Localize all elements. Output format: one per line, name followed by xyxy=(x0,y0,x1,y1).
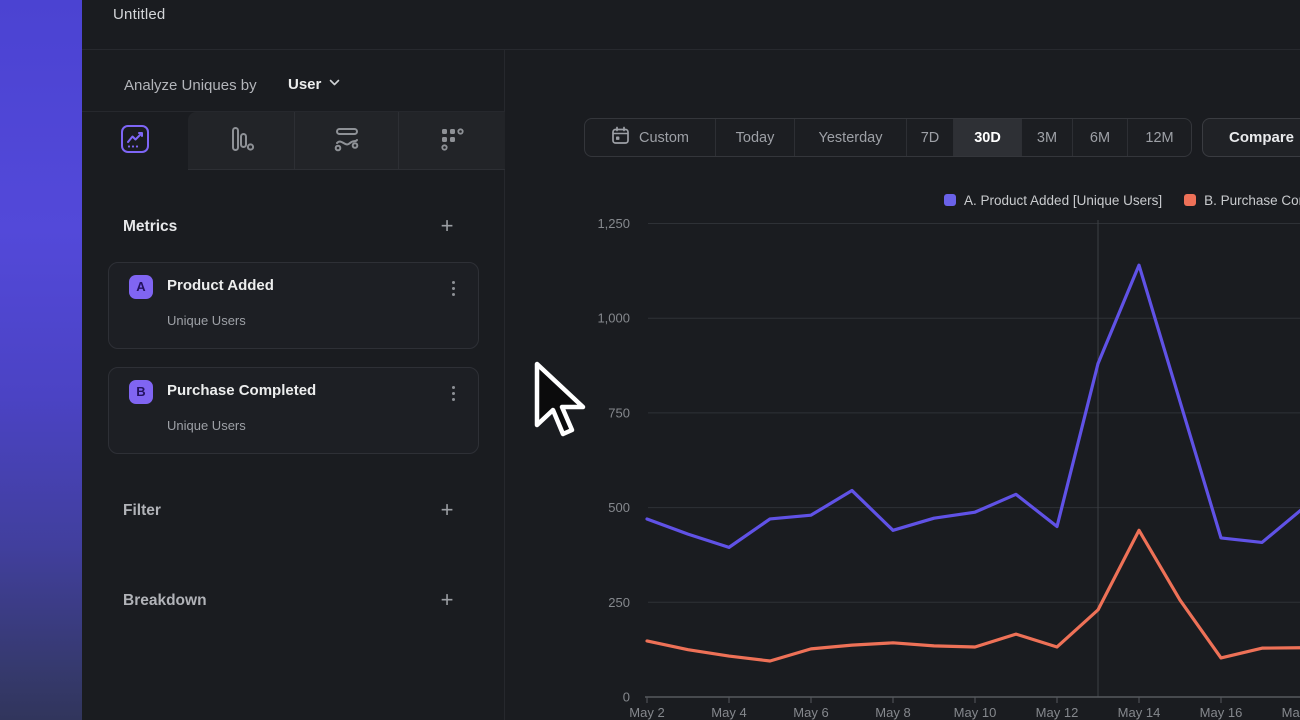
plus-icon: + xyxy=(440,497,454,522)
metric-menu-button[interactable] xyxy=(444,382,462,404)
add-breakdown-button[interactable]: + xyxy=(436,587,458,612)
line-chart-icon xyxy=(120,124,150,159)
tab-insights-selected[interactable] xyxy=(82,112,188,170)
metric-card-b[interactable]: B Purchase Completed Unique Users xyxy=(108,367,479,454)
x-axis-label: May 8 xyxy=(875,705,910,720)
y-axis-label: 1,000 xyxy=(597,311,630,326)
legend-label: A. Product Added [Unique Users] xyxy=(964,192,1163,208)
legend-swatch-a xyxy=(944,194,956,206)
series-line-b xyxy=(645,528,1300,663)
flow-waves-icon xyxy=(331,124,363,159)
metric-menu-button[interactable] xyxy=(444,277,462,299)
y-axis-label: 0 xyxy=(623,690,630,705)
line-chart[interactable]: 0 250 500 750 1,000 1,250 May 2 May 4 May 6 May 8… xyxy=(505,180,1300,720)
calendar-icon xyxy=(611,126,630,149)
y-axis-label: 500 xyxy=(608,500,630,515)
analytics-window: Untitled Analyze Uniques by User xyxy=(82,0,1300,720)
x-axis-label: May 6 xyxy=(793,705,828,720)
range-30d-selected[interactable]: 30D xyxy=(953,119,1021,156)
x-axis-label: May 12 xyxy=(1036,705,1079,720)
top-bar: Untitled xyxy=(82,0,1300,50)
range-3m[interactable]: 3M xyxy=(1021,119,1072,156)
chart-legend: A. Product Added [Unique Users] B. Purch… xyxy=(944,190,1300,210)
filter-section-title: Filter xyxy=(123,502,161,519)
tab-more-reports[interactable] xyxy=(398,112,505,170)
metric-badge-a: A xyxy=(129,275,153,299)
range-custom[interactable]: Custom xyxy=(585,119,715,156)
legend-item-a[interactable]: A. Product Added [Unique Users] xyxy=(944,190,1162,210)
line-chart-svg: 0 250 500 750 1,000 1,250 May 2 May 4 May 6 May 8… xyxy=(597,216,1300,720)
date-range-toolbar: Custom Today Yesterday 7D 30D 3M 6M 12M xyxy=(584,118,1192,157)
analyze-by-dropdown[interactable]: User xyxy=(288,76,340,93)
range-label: Custom xyxy=(639,129,689,146)
range-7d[interactable]: 7D xyxy=(906,119,953,156)
y-axis-label: 1,250 xyxy=(597,216,630,231)
chevron-down-icon xyxy=(329,78,340,87)
metric-subtitle: Unique Users xyxy=(167,418,246,433)
metric-badge-b: B xyxy=(129,380,153,404)
legend-label: B. Purchase Completed [Unique Users] xyxy=(1204,192,1300,208)
x-axis-label: May 10 xyxy=(954,705,997,720)
y-axis-label: 750 xyxy=(608,405,630,420)
range-12m[interactable]: 12M xyxy=(1127,119,1191,156)
report-type-tabs xyxy=(82,112,505,170)
kebab-icon xyxy=(451,280,455,284)
range-today[interactable]: Today xyxy=(715,119,794,156)
x-axis-label: May 2 xyxy=(629,705,664,720)
x-axis-label: May 18 xyxy=(1282,705,1300,720)
sidebar: Analyze Uniques by User xyxy=(82,50,505,720)
legend-swatch-b xyxy=(1184,194,1197,206)
metric-card-a[interactable]: A Product Added Unique Users xyxy=(108,262,479,349)
funnel-bars-icon xyxy=(226,124,256,159)
metrics-section-title: Metrics xyxy=(123,218,178,235)
range-6m[interactable]: 6M xyxy=(1072,119,1127,156)
metric-name: Product Added xyxy=(167,277,274,294)
add-filter-button[interactable]: + xyxy=(436,497,458,522)
add-metric-button[interactable]: + xyxy=(436,213,458,238)
range-yesterday[interactable]: Yesterday xyxy=(794,119,906,156)
kebab-icon xyxy=(451,385,455,389)
y-axis-label: 250 xyxy=(608,595,630,610)
metric-subtitle: Unique Users xyxy=(167,313,246,328)
background-gradient-strip xyxy=(0,0,82,720)
plus-icon: + xyxy=(440,587,454,612)
tab-funnels[interactable] xyxy=(188,112,294,170)
series-line-a xyxy=(645,263,1300,549)
analyze-label: Analyze Uniques by xyxy=(124,77,257,94)
breakdown-section-title: Breakdown xyxy=(123,592,207,609)
analyze-row: Analyze Uniques by User xyxy=(82,53,505,112)
metric-name: Purchase Completed xyxy=(167,382,317,399)
legend-item-b[interactable]: B. Purchase Completed [Unique Users] xyxy=(1184,190,1300,210)
tab-flows[interactable] xyxy=(294,112,398,170)
x-axis-label: May 14 xyxy=(1118,705,1161,720)
dots-grid-icon xyxy=(437,124,467,159)
x-axis-label: May 16 xyxy=(1200,705,1243,720)
plus-icon: + xyxy=(440,213,454,238)
page-title: Untitled xyxy=(113,6,166,23)
compare-button[interactable]: Compare xyxy=(1202,118,1300,157)
x-axis-label: May 4 xyxy=(711,705,746,720)
analyze-by-value: User xyxy=(288,76,322,93)
